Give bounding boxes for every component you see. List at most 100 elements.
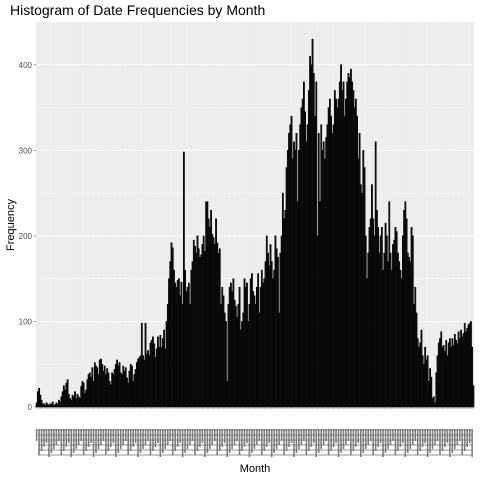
x-tick-label-illegible xyxy=(63,429,65,451)
x-tick-label-illegible xyxy=(166,429,169,445)
x-tick-label-illegible xyxy=(77,429,80,445)
x-tick-label-illegible xyxy=(305,429,308,455)
y-axis-title: Frequency xyxy=(5,199,17,251)
x-tick-label-illegible xyxy=(298,429,300,449)
x-tick-label-illegible xyxy=(258,429,261,441)
x-tick-label-illegible xyxy=(320,429,322,449)
x-tick-label-illegible xyxy=(461,429,464,455)
x-tick-label-illegible xyxy=(322,429,325,445)
x-tick-label-illegible xyxy=(169,429,172,441)
x-tick-label-illegible xyxy=(342,429,345,449)
x-tick-label-illegible xyxy=(152,429,154,451)
x-tick-label-illegible xyxy=(226,429,228,457)
x-tick-label-illegible xyxy=(372,429,374,455)
x-tick-label-illegible xyxy=(407,429,409,453)
x-tick-label-illegible xyxy=(439,429,441,455)
x-tick-label-illegible xyxy=(424,429,426,443)
x-tick-label-illegible xyxy=(355,429,357,447)
x-tick-label-illegible xyxy=(359,429,362,457)
x-tick-label-illegible xyxy=(236,429,238,441)
x-tick-label-illegible xyxy=(171,429,174,455)
x-tick-label-illegible xyxy=(315,429,318,457)
x-tick-label-illegible xyxy=(186,429,189,449)
x-tick-label-illegible xyxy=(67,429,70,443)
x-tick-label-illegible xyxy=(85,429,87,451)
x-tick-label-illegible xyxy=(221,429,224,447)
x-tick-label-illegible xyxy=(350,429,352,455)
x-tick-label-illegible xyxy=(174,429,176,451)
x-tick-label-illegible xyxy=(97,429,100,449)
x-tick-label-illegible xyxy=(134,429,137,443)
x-tick-label-illegible xyxy=(154,429,157,447)
x-tick-label-illegible xyxy=(58,429,60,441)
x-tick-label-illegible xyxy=(458,429,461,441)
x-tick-label-illegible xyxy=(243,429,246,447)
x-tick-label-illegible xyxy=(201,429,204,443)
x-tick-label-illegible xyxy=(327,429,330,455)
x-tick-label-illegible xyxy=(159,429,162,457)
x-tick-label-illegible xyxy=(253,429,256,449)
x-tick-label-illegible xyxy=(238,429,241,455)
x-tick-label-illegible xyxy=(213,429,216,441)
x-tick-label-illegible xyxy=(389,429,392,445)
x-tick-label-illegible xyxy=(157,429,159,443)
x-tick-label-illegible xyxy=(256,429,258,445)
x-tick-label-illegible xyxy=(270,429,273,457)
x-tick-label-illegible xyxy=(441,429,444,451)
x-tick-label-illegible xyxy=(382,429,384,457)
x-tick-label-illegible xyxy=(40,429,43,451)
x-tick-label-illegible xyxy=(142,429,144,449)
x-tick-label-smear xyxy=(38,454,472,456)
x-tick-label-illegible xyxy=(80,429,82,441)
x-tick-label-illegible xyxy=(449,429,451,457)
x-tick-label-illegible xyxy=(149,429,152,455)
x-tick-label-illegible xyxy=(419,429,421,451)
x-tick-label-illegible xyxy=(218,429,221,451)
x-tick-label-illegible xyxy=(454,429,456,449)
x-tick-label-illegible xyxy=(38,429,40,455)
y-tick-label: 300 xyxy=(19,146,33,155)
x-tick-label-illegible xyxy=(53,429,55,449)
y-tick-label: 400 xyxy=(19,61,33,70)
x-tick-label-illegible xyxy=(48,429,50,457)
x-tick-label-illegible xyxy=(233,429,236,445)
x-tick-label-smear xyxy=(38,429,472,431)
x-tick-label-illegible xyxy=(102,429,105,441)
x-tick-label-illegible xyxy=(330,429,332,451)
x-tick-label-illegible xyxy=(50,429,53,453)
x-tick-label-illegible xyxy=(246,429,248,443)
x-tick-label-illegible xyxy=(251,429,253,453)
x-tick-label-illegible xyxy=(35,429,38,441)
x-tick-label-illegible xyxy=(90,429,92,443)
x-tick-label-illegible xyxy=(337,429,340,457)
x-tick-label-illegible xyxy=(317,429,320,453)
x-tick-label-illegible xyxy=(332,429,335,447)
y-tick-label: 200 xyxy=(19,232,33,241)
x-tick-label-illegible xyxy=(206,429,209,453)
x-tick-label-illegible xyxy=(426,429,429,457)
x-tick-label-illegible xyxy=(92,429,95,457)
x-tick-label-illegible xyxy=(184,429,186,453)
x-tick-label-illegible xyxy=(377,429,379,447)
x-tick-label-illegible xyxy=(43,429,45,447)
x-tick-label-illegible xyxy=(115,429,117,457)
x-tick-label-illegible xyxy=(434,429,436,445)
x-tick-label-illegible xyxy=(268,429,271,443)
x-tick-label-illegible xyxy=(436,429,439,441)
x-tick-label-illegible xyxy=(55,429,58,445)
x-tick-label-illegible xyxy=(399,429,402,447)
x-tick-label-illegible xyxy=(176,429,179,447)
x-tick-label-illegible xyxy=(45,429,48,443)
x-tick-label-illegible xyxy=(387,429,389,449)
x-tick-label-illegible xyxy=(75,429,78,449)
x-tick-label-illegible xyxy=(431,429,434,449)
x-tick-label-illegible xyxy=(196,429,199,451)
x-tick-label-illegible xyxy=(429,429,431,453)
x-tick-label-illegible xyxy=(204,429,206,457)
y-tick-label: 0 xyxy=(28,403,33,412)
x-tick-label-illegible xyxy=(466,429,468,447)
x-tick-label-illegible xyxy=(335,429,337,443)
x-tick-label-illegible xyxy=(199,429,201,447)
x-tick-label-illegible xyxy=(95,429,97,453)
